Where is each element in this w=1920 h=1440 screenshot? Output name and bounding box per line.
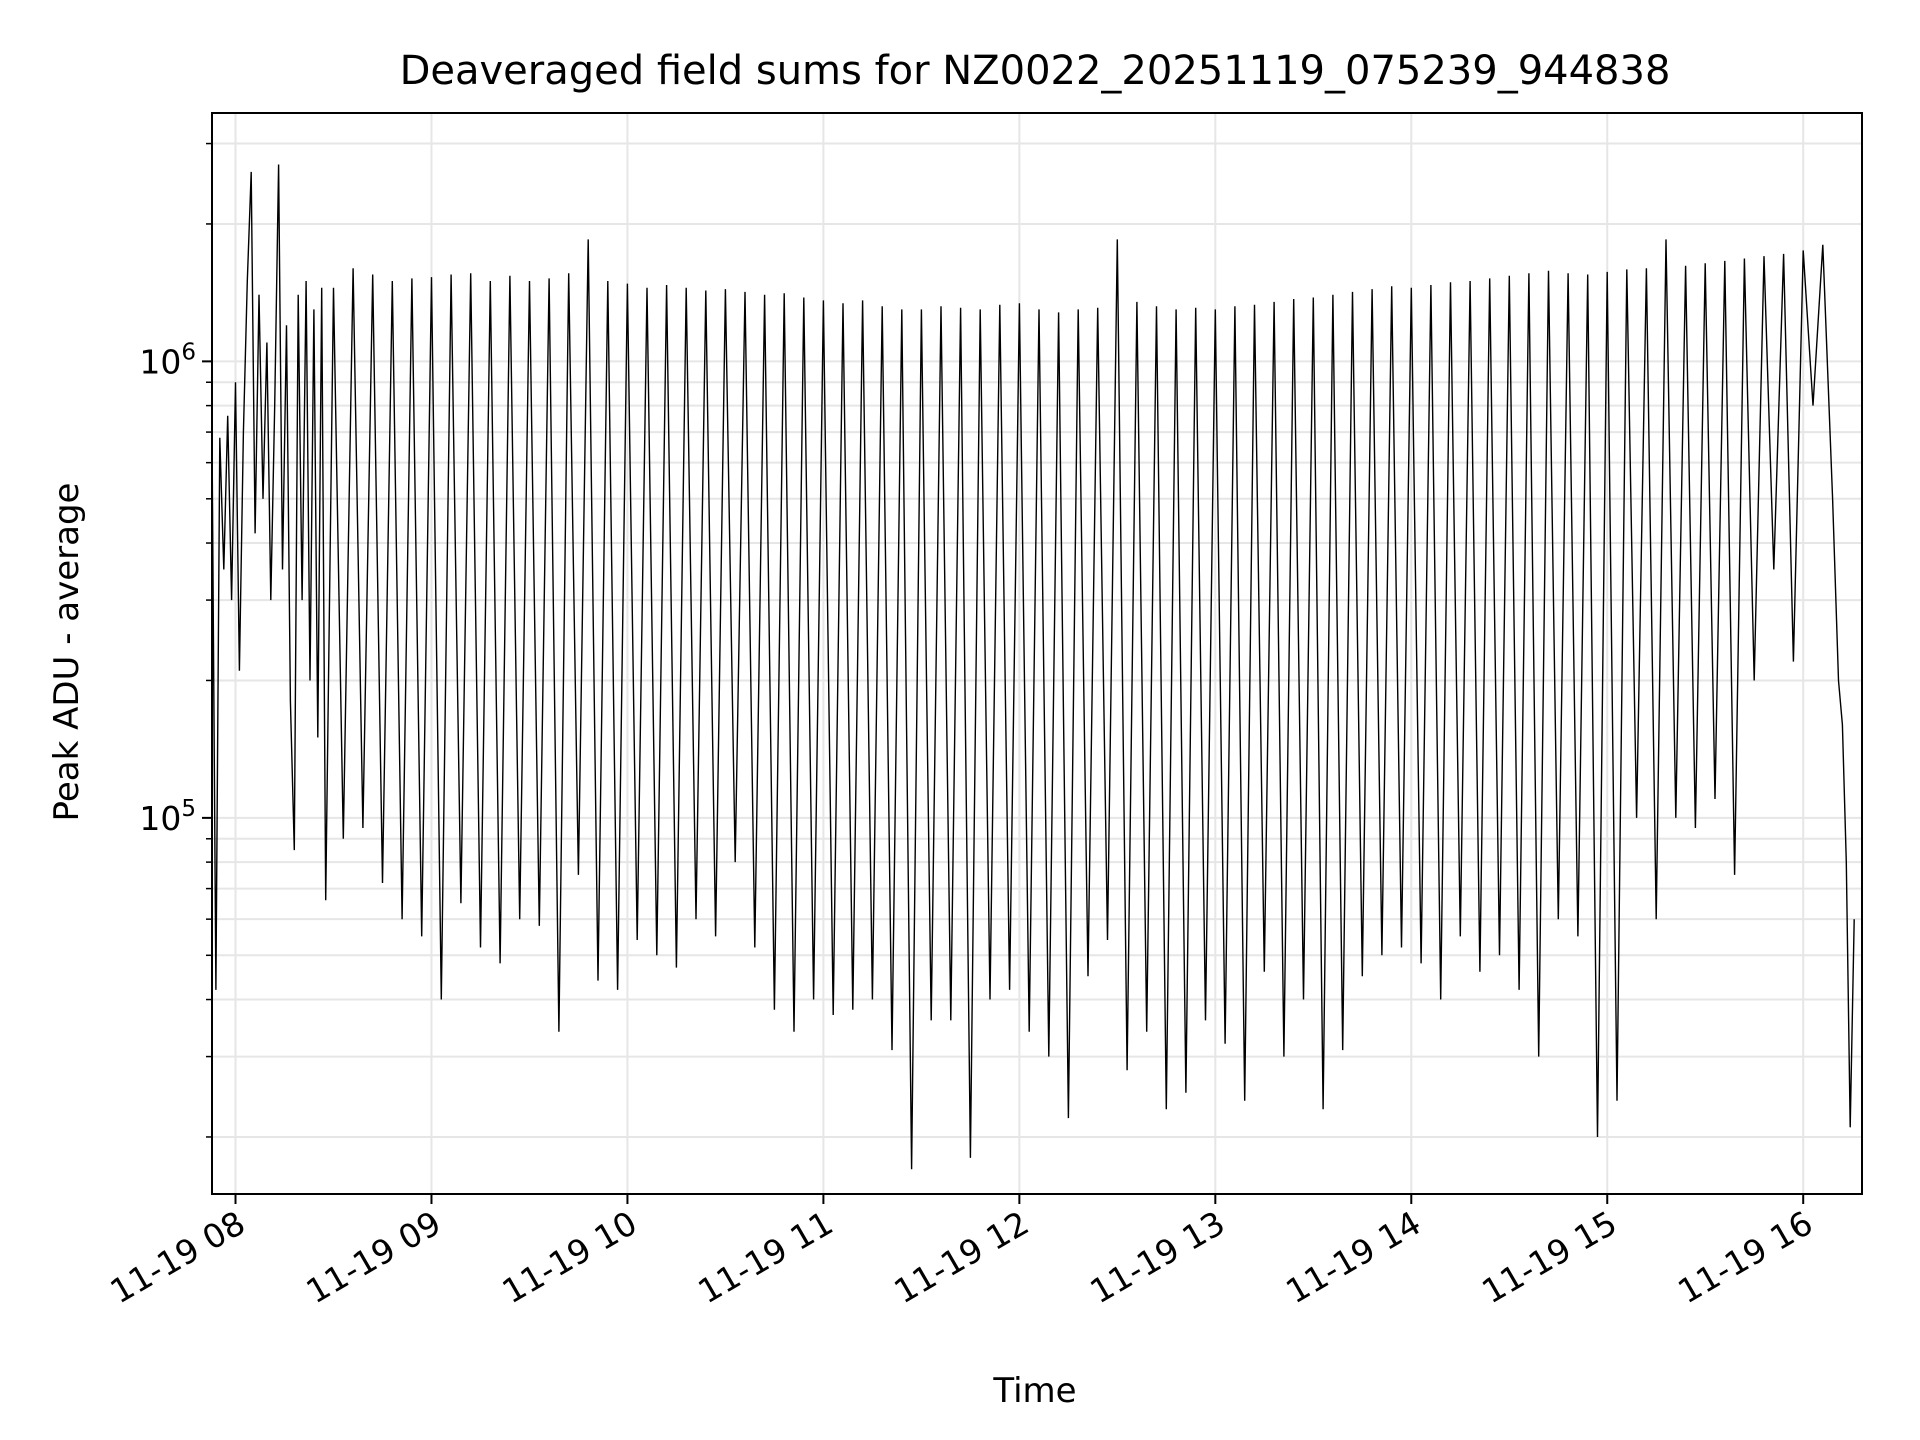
chart-title: Deaveraged field sums for NZ0022_2025111… (400, 48, 1671, 94)
y-axis-label: Peak ADU - average (47, 483, 87, 822)
plot-frame (211, 112, 1863, 1195)
series-line (211, 164, 1855, 1170)
series-layer (211, 164, 1855, 1170)
y-tick-label: 105 (139, 796, 196, 838)
y-tick-base: 10 (139, 342, 181, 381)
y-tick-base: 10 (139, 799, 181, 838)
y-tick-label: 106 (139, 339, 196, 381)
y-tick-exponent: 5 (181, 796, 196, 822)
plot-area (212, 113, 1862, 1194)
x-axis-label: Time (992, 1371, 1076, 1411)
y-tick-exponent: 6 (181, 339, 196, 365)
